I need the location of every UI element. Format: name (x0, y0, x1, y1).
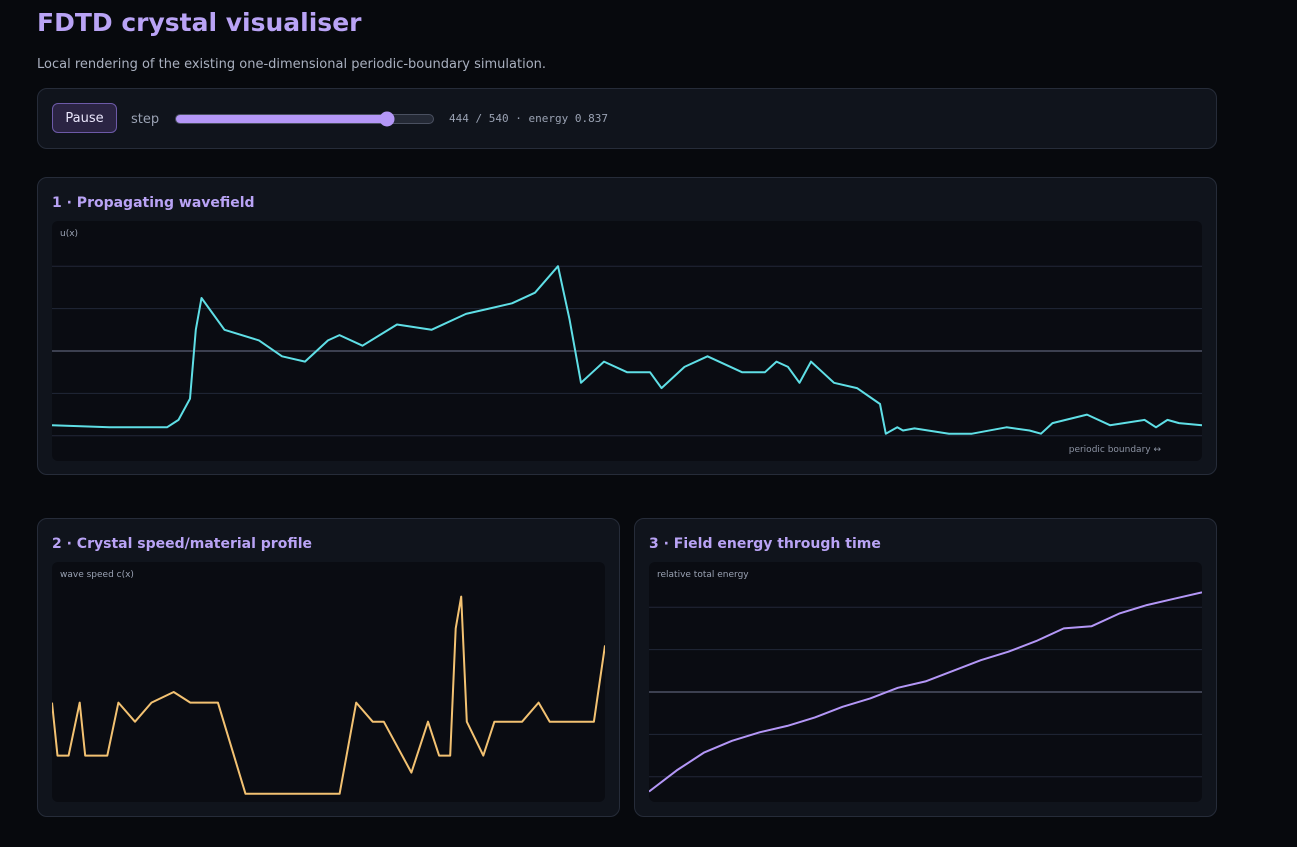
wavefield-series-line (52, 265, 1202, 435)
energy-plot: relative total energy (649, 562, 1202, 802)
wavefield-chart (52, 265, 1202, 437)
step-label: step (131, 112, 160, 127)
step-slider[interactable] (175, 111, 434, 127)
wavefield-plot: u(x) periodic boundary ↔ (52, 221, 1202, 461)
pause-button[interactable]: Pause (52, 103, 117, 133)
speed-profile-y-axis-label: wave speed c(x) (60, 570, 134, 580)
energy-panel-title: 3 · Field energy through time (649, 536, 881, 552)
wavefield-panel: 1 · Propagating wavefield u(x) periodic … (37, 177, 1217, 475)
step-energy-readout: 444 / 540 · energy 0.837 (449, 112, 608, 125)
energy-series-line (649, 591, 1202, 793)
energy-y-axis-label: relative total energy (657, 570, 749, 580)
speed-profile-chart (52, 595, 605, 795)
speed-profile-plot: wave speed c(x) (52, 562, 605, 802)
energy-panel: 3 · Field energy through time relative t… (634, 518, 1217, 817)
wavefield-panel-title: 1 · Propagating wavefield (52, 195, 255, 211)
speed-profile-series-line (52, 595, 605, 795)
speed-profile-panel: 2 · Crystal speed/material profile wave … (37, 518, 620, 817)
speed-profile-panel-title: 2 · Crystal speed/material profile (52, 536, 312, 552)
step-slider-fill (176, 115, 388, 123)
page-subtitle: Local rendering of the existing one-dime… (37, 57, 547, 72)
periodic-boundary-annotation: periodic boundary ↔ (1068, 445, 1161, 455)
page-title: FDTD crystal visualiser (37, 8, 362, 37)
step-slider-thumb[interactable] (379, 111, 395, 127)
energy-chart (649, 591, 1202, 793)
playback-controls: Pause step 444 / 540 · energy 0.837 (37, 88, 1217, 149)
wavefield-y-axis-label: u(x) (60, 229, 79, 239)
